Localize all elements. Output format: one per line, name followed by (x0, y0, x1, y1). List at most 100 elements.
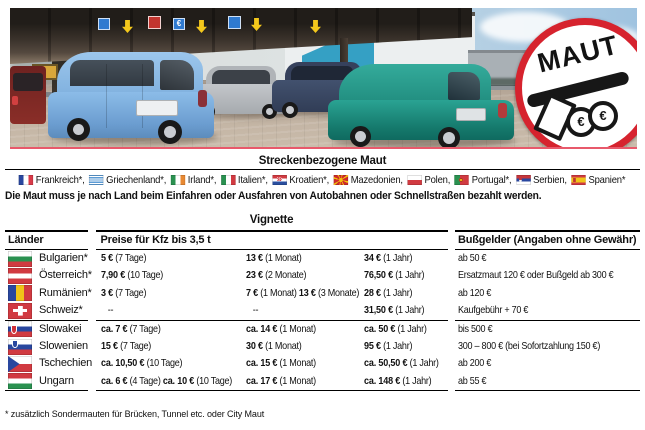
price-amount: 23 € (245, 269, 263, 282)
car-window (70, 60, 154, 86)
hr-flag-icon (272, 175, 288, 185)
row-country-cell: Österreich* (5, 267, 92, 285)
price-amount: 31,50 € (363, 304, 393, 317)
price-duration: (7 Tage) (114, 286, 146, 299)
country-list: Frankreich*, Griechenland*, Irland*, Italie… (19, 173, 626, 187)
price-duration: (1 Jahr) (382, 286, 412, 299)
mk-flag-icon (334, 175, 349, 185)
canopy-pillar (340, 38, 348, 72)
gr-flag-icon (89, 175, 104, 185)
cz-flag-icon (8, 356, 32, 373)
price-duration: (1 Jahr) (409, 357, 439, 370)
arrow-down-icon (310, 20, 321, 33)
country-label: Spanien* (588, 174, 626, 186)
price-cell: 15 € (7 Tage) (96, 338, 241, 355)
price-cell: 31,50 € (1 Jahr) (359, 302, 448, 319)
lane-sign (98, 18, 110, 30)
price-cell: 7 € (1 Monat) 13 € (3 Monate) (241, 285, 359, 302)
price-text: ca. 50,50 € (1 Jahr) (364, 355, 439, 372)
country-label: Kroatien*, (289, 174, 330, 186)
fine-text: Kaufgebühr + 70 € (458, 304, 529, 317)
price-duration: (1 Jahr) (382, 252, 412, 264)
country-name: Österreich* (39, 269, 92, 282)
country-name: Ungarn (39, 374, 74, 387)
fine-text: 300 – 800 € (bei Sofortzahlung 150 €) (458, 339, 601, 352)
price-text: ca. 14 € (1 Monat) (246, 321, 316, 338)
country-label: Irland*, (188, 174, 217, 186)
price-duration: (2 Monate) (264, 269, 306, 282)
euro-lane-sign: € (173, 18, 185, 30)
price-cell: ca. 7 € (7 Tage) (96, 321, 241, 338)
price-duration: (1 Jahr) (401, 374, 431, 387)
price-cell: -- (96, 302, 241, 319)
country-name: Slowakei (39, 322, 82, 335)
price-text: 95 € (1 Jahr) (364, 338, 412, 355)
spacer (455, 214, 640, 230)
row-prices-cell: ca. 10,50 € (10 Tage) ca. 15 € (1 Monat)… (96, 355, 448, 372)
price-text: 7 € (1 Monat) 13 € (3 Monate) (246, 285, 359, 302)
fine-text: ab 55 € (458, 374, 487, 387)
price-amount: 7 € (245, 286, 258, 299)
price-duration: (10 Tage) (126, 269, 163, 282)
price-duration: (7 Tage) (129, 322, 161, 335)
row-fine-cell: ab 200 € (455, 355, 640, 372)
row-country-cell: Rumänien* (5, 285, 92, 302)
country-label: Frankreich*, (36, 174, 86, 186)
lane-sign (228, 16, 241, 29)
door-seam (106, 64, 107, 128)
price-duration: (1 Monat) (279, 374, 316, 387)
price-duration: (1 Monat) (259, 286, 297, 299)
vignette-heading: Vignette (249, 214, 294, 226)
country-item: Serbien, (516, 174, 567, 186)
bg-flag-icon (8, 250, 32, 267)
country-label: Mazedonien, (351, 174, 404, 186)
price-text: ca. 7 € (7 Tage) (101, 321, 161, 338)
price-text: ca. 148 € (1 Jahr) (364, 373, 432, 390)
ch-flag-icon (8, 302, 32, 319)
price-cell: ca. 17 € (1 Monat) (241, 373, 359, 390)
price-amount: 95 € (363, 339, 381, 352)
price-text: 30 € (1 Monat) (246, 338, 302, 355)
price-amount: ca. 6 € (100, 374, 128, 387)
price-amount: 76,50 € (363, 269, 393, 282)
price-cell: ca. 50 € (1 Jahr) (359, 321, 448, 338)
row-fine-cell: bis 500 € (455, 319, 640, 338)
price-duration: (3 Monate) (317, 286, 359, 299)
price-duration: (1 Monat) (264, 252, 302, 264)
price-duration: (1 Monat) (279, 357, 316, 370)
row-country-cell: Ungarn (5, 373, 88, 392)
row-prices-cell: ca. 6 € (4 Tage) ca. 10 € (10 Tage) ca. … (95, 373, 448, 392)
price-cell: 5 € (7 Tage) (96, 250, 241, 267)
row-prices-cell: 3 € (7 Tage) 7 € (1 Monat) 13 € (3 Monat… (96, 285, 448, 302)
si-flag-icon (8, 338, 32, 355)
price-amount: ca. 50,50 € (363, 357, 407, 370)
country-name: Bulgarien* (39, 252, 88, 264)
row-fine-cell: ab 120 € (455, 285, 640, 302)
euro-coin-icon: € (588, 101, 618, 131)
row-fine-cell: ab 55 € (455, 373, 640, 392)
col-header-laender: Länder (5, 230, 88, 250)
car-window (291, 66, 353, 80)
price-cell: ca. 14 € (1 Monat) (241, 321, 359, 338)
price-text: -- (101, 302, 113, 319)
row-country-cell: Bulgarien* (5, 250, 88, 267)
price-text: ca. 10,50 € (10 Tage) (100, 355, 183, 372)
car-window (351, 71, 443, 95)
price-amount: ca. 10,50 € (100, 357, 144, 370)
fine-text: bis 500 € (458, 322, 493, 335)
price-amount: ca. 17 € (245, 374, 277, 387)
price-cell: ca. 10,50 € (10 Tage) (96, 355, 241, 372)
wheel (158, 120, 182, 144)
country-item: Polen, (407, 174, 451, 186)
price-cell: 7,90 € (10 Tage) (96, 267, 241, 284)
country-name: Tschechien (39, 357, 93, 370)
fine-text: ab 200 € (458, 357, 492, 370)
price-text: 31,50 € (1 Jahr) (364, 302, 424, 319)
price-amount: ca. 15 € (245, 357, 277, 370)
country-item: Portugal*, (455, 174, 512, 186)
price-duration: (1 Jahr) (382, 339, 412, 352)
price-cell: 76,50 € (1 Jahr) (359, 267, 448, 284)
price-text: 28 € (1 Jahr) (364, 285, 412, 302)
country-item: Kroatien*, (272, 174, 330, 186)
car-window (212, 70, 270, 84)
